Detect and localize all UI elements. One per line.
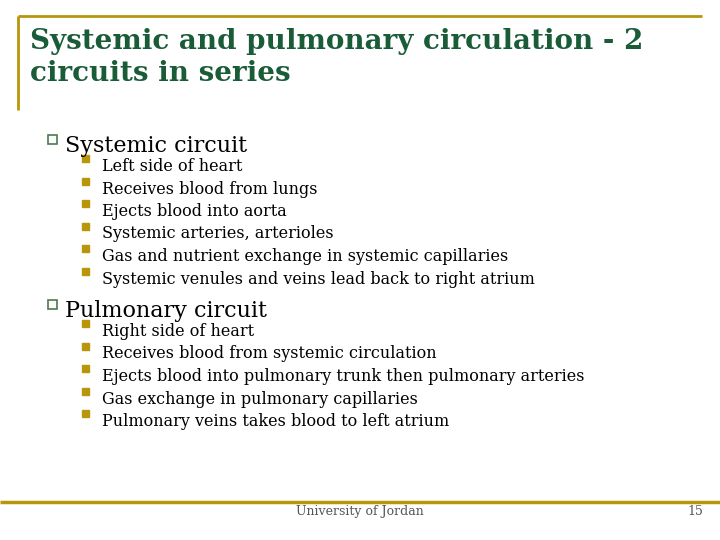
Text: Pulmonary circuit: Pulmonary circuit [65, 300, 267, 322]
Text: Systemic and pulmonary circulation - 2
circuits in series: Systemic and pulmonary circulation - 2 c… [30, 28, 644, 87]
Text: Right side of heart: Right side of heart [102, 323, 254, 340]
Bar [82, 267, 89, 274]
Bar [82, 155, 89, 162]
Text: Gas exchange in pulmonary capillaries: Gas exchange in pulmonary capillaries [102, 390, 418, 408]
Text: Receives blood from lungs: Receives blood from lungs [102, 180, 318, 198]
Text: Systemic venules and veins lead back to right atrium: Systemic venules and veins lead back to … [102, 271, 535, 287]
Text: Left side of heart: Left side of heart [102, 158, 243, 175]
Bar [82, 222, 89, 230]
Text: Gas and nutrient exchange in systemic capillaries: Gas and nutrient exchange in systemic ca… [102, 248, 508, 265]
Text: Ejects blood into aorta: Ejects blood into aorta [102, 203, 287, 220]
Bar [82, 178, 89, 185]
Text: Receives blood from systemic circulation: Receives blood from systemic circulation [102, 346, 436, 362]
Bar [82, 342, 89, 349]
Bar [82, 245, 89, 252]
Bar [82, 365, 89, 372]
Bar [82, 410, 89, 417]
Text: Systemic circuit: Systemic circuit [65, 135, 247, 157]
Text: Ejects blood into pulmonary trunk then pulmonary arteries: Ejects blood into pulmonary trunk then p… [102, 368, 585, 385]
Bar [82, 388, 89, 395]
Bar [82, 320, 89, 327]
Text: Pulmonary veins takes blood to left atrium: Pulmonary veins takes blood to left atri… [102, 413, 449, 430]
Text: Systemic arteries, arterioles: Systemic arteries, arterioles [102, 226, 333, 242]
Text: University of Jordan: University of Jordan [296, 505, 424, 518]
Text: 15: 15 [687, 505, 703, 518]
Bar [82, 200, 89, 207]
